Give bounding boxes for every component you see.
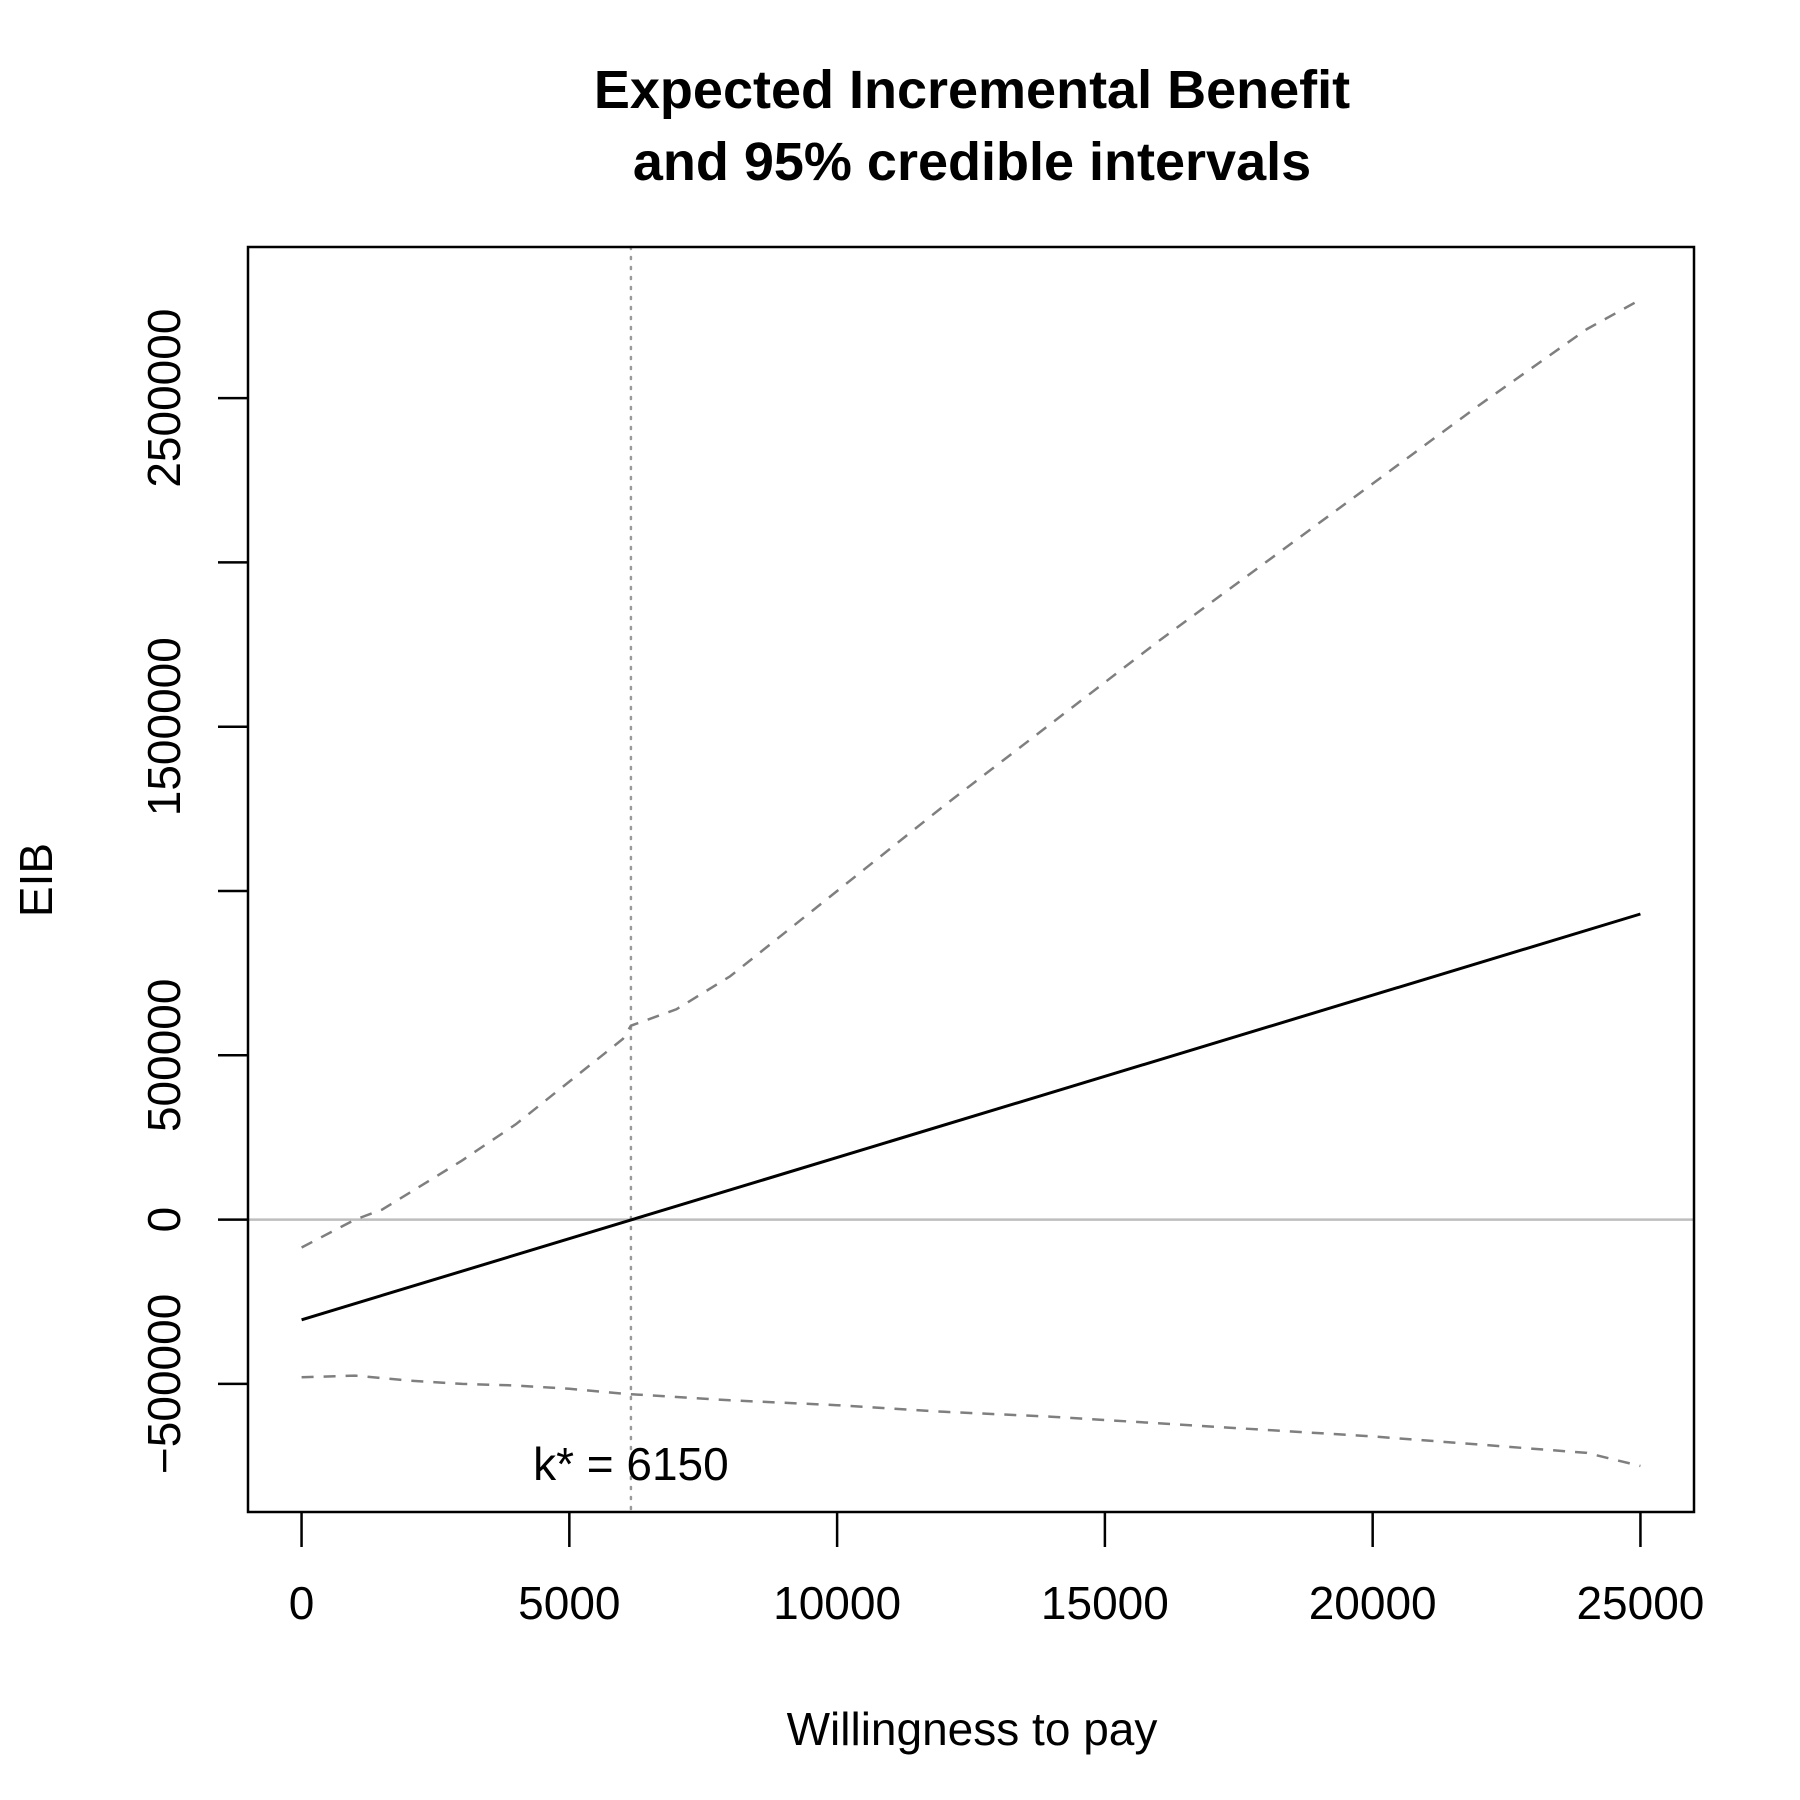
chart-title-line-1: Expected Incremental Benefit [594,60,1350,120]
y-tick-label: 0 [138,1207,190,1233]
y-tick-label: 1500000 [138,637,190,816]
chart-title-line-2: and 95% credible intervals [633,132,1311,192]
y-tick-label: 2500000 [138,309,190,488]
x-tick-label: 10000 [773,1577,901,1629]
y-axis-label: EIB [10,843,62,917]
y-tick-label: 500000 [138,979,190,1133]
kstar-annotation: k* = 6150 [533,1438,729,1490]
y-tick-label: −500000 [138,1294,190,1474]
x-axis: 0 5000 10000 15000 20000 25000 [289,1512,1704,1629]
x-axis-label: Willingness to pay [787,1703,1158,1755]
plot-area [248,245,1694,1514]
x-tick-label: 5000 [518,1577,620,1629]
plot-frame [246,245,1696,1514]
x-tick-label: 25000 [1576,1577,1704,1629]
upper-credible-interval-line [301,298,1642,1249]
eib-mean-line [301,912,1641,1322]
x-tick-label: 20000 [1309,1577,1437,1629]
x-tick-label: 0 [289,1577,315,1629]
lower-credible-interval-line [301,1374,1641,1468]
x-tick-label: 15000 [1041,1577,1169,1629]
y-axis: −500000 0 500000 1500000 2500000 [138,309,248,1474]
